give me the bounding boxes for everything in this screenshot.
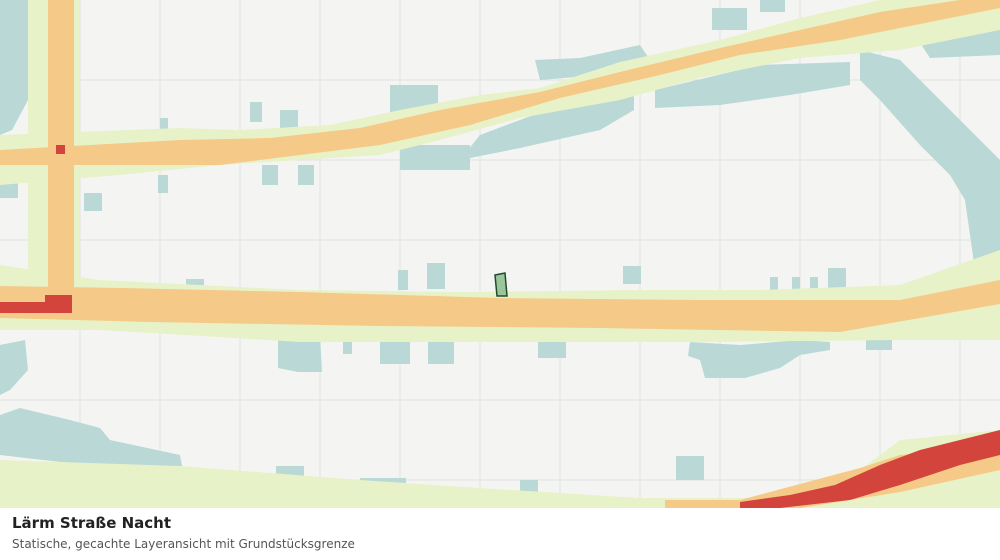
map-subtitle: Statische, gecachte Layeransicht mit Gru… (12, 537, 355, 551)
parcel-boundary[interactable] (494, 272, 508, 297)
noise-band-high (0, 145, 1000, 508)
caption: Lärm Straße Nacht Statische, gecachte La… (0, 508, 1000, 560)
map-title: Lärm Straße Nacht (12, 514, 172, 532)
buildings (0, 0, 1000, 506)
